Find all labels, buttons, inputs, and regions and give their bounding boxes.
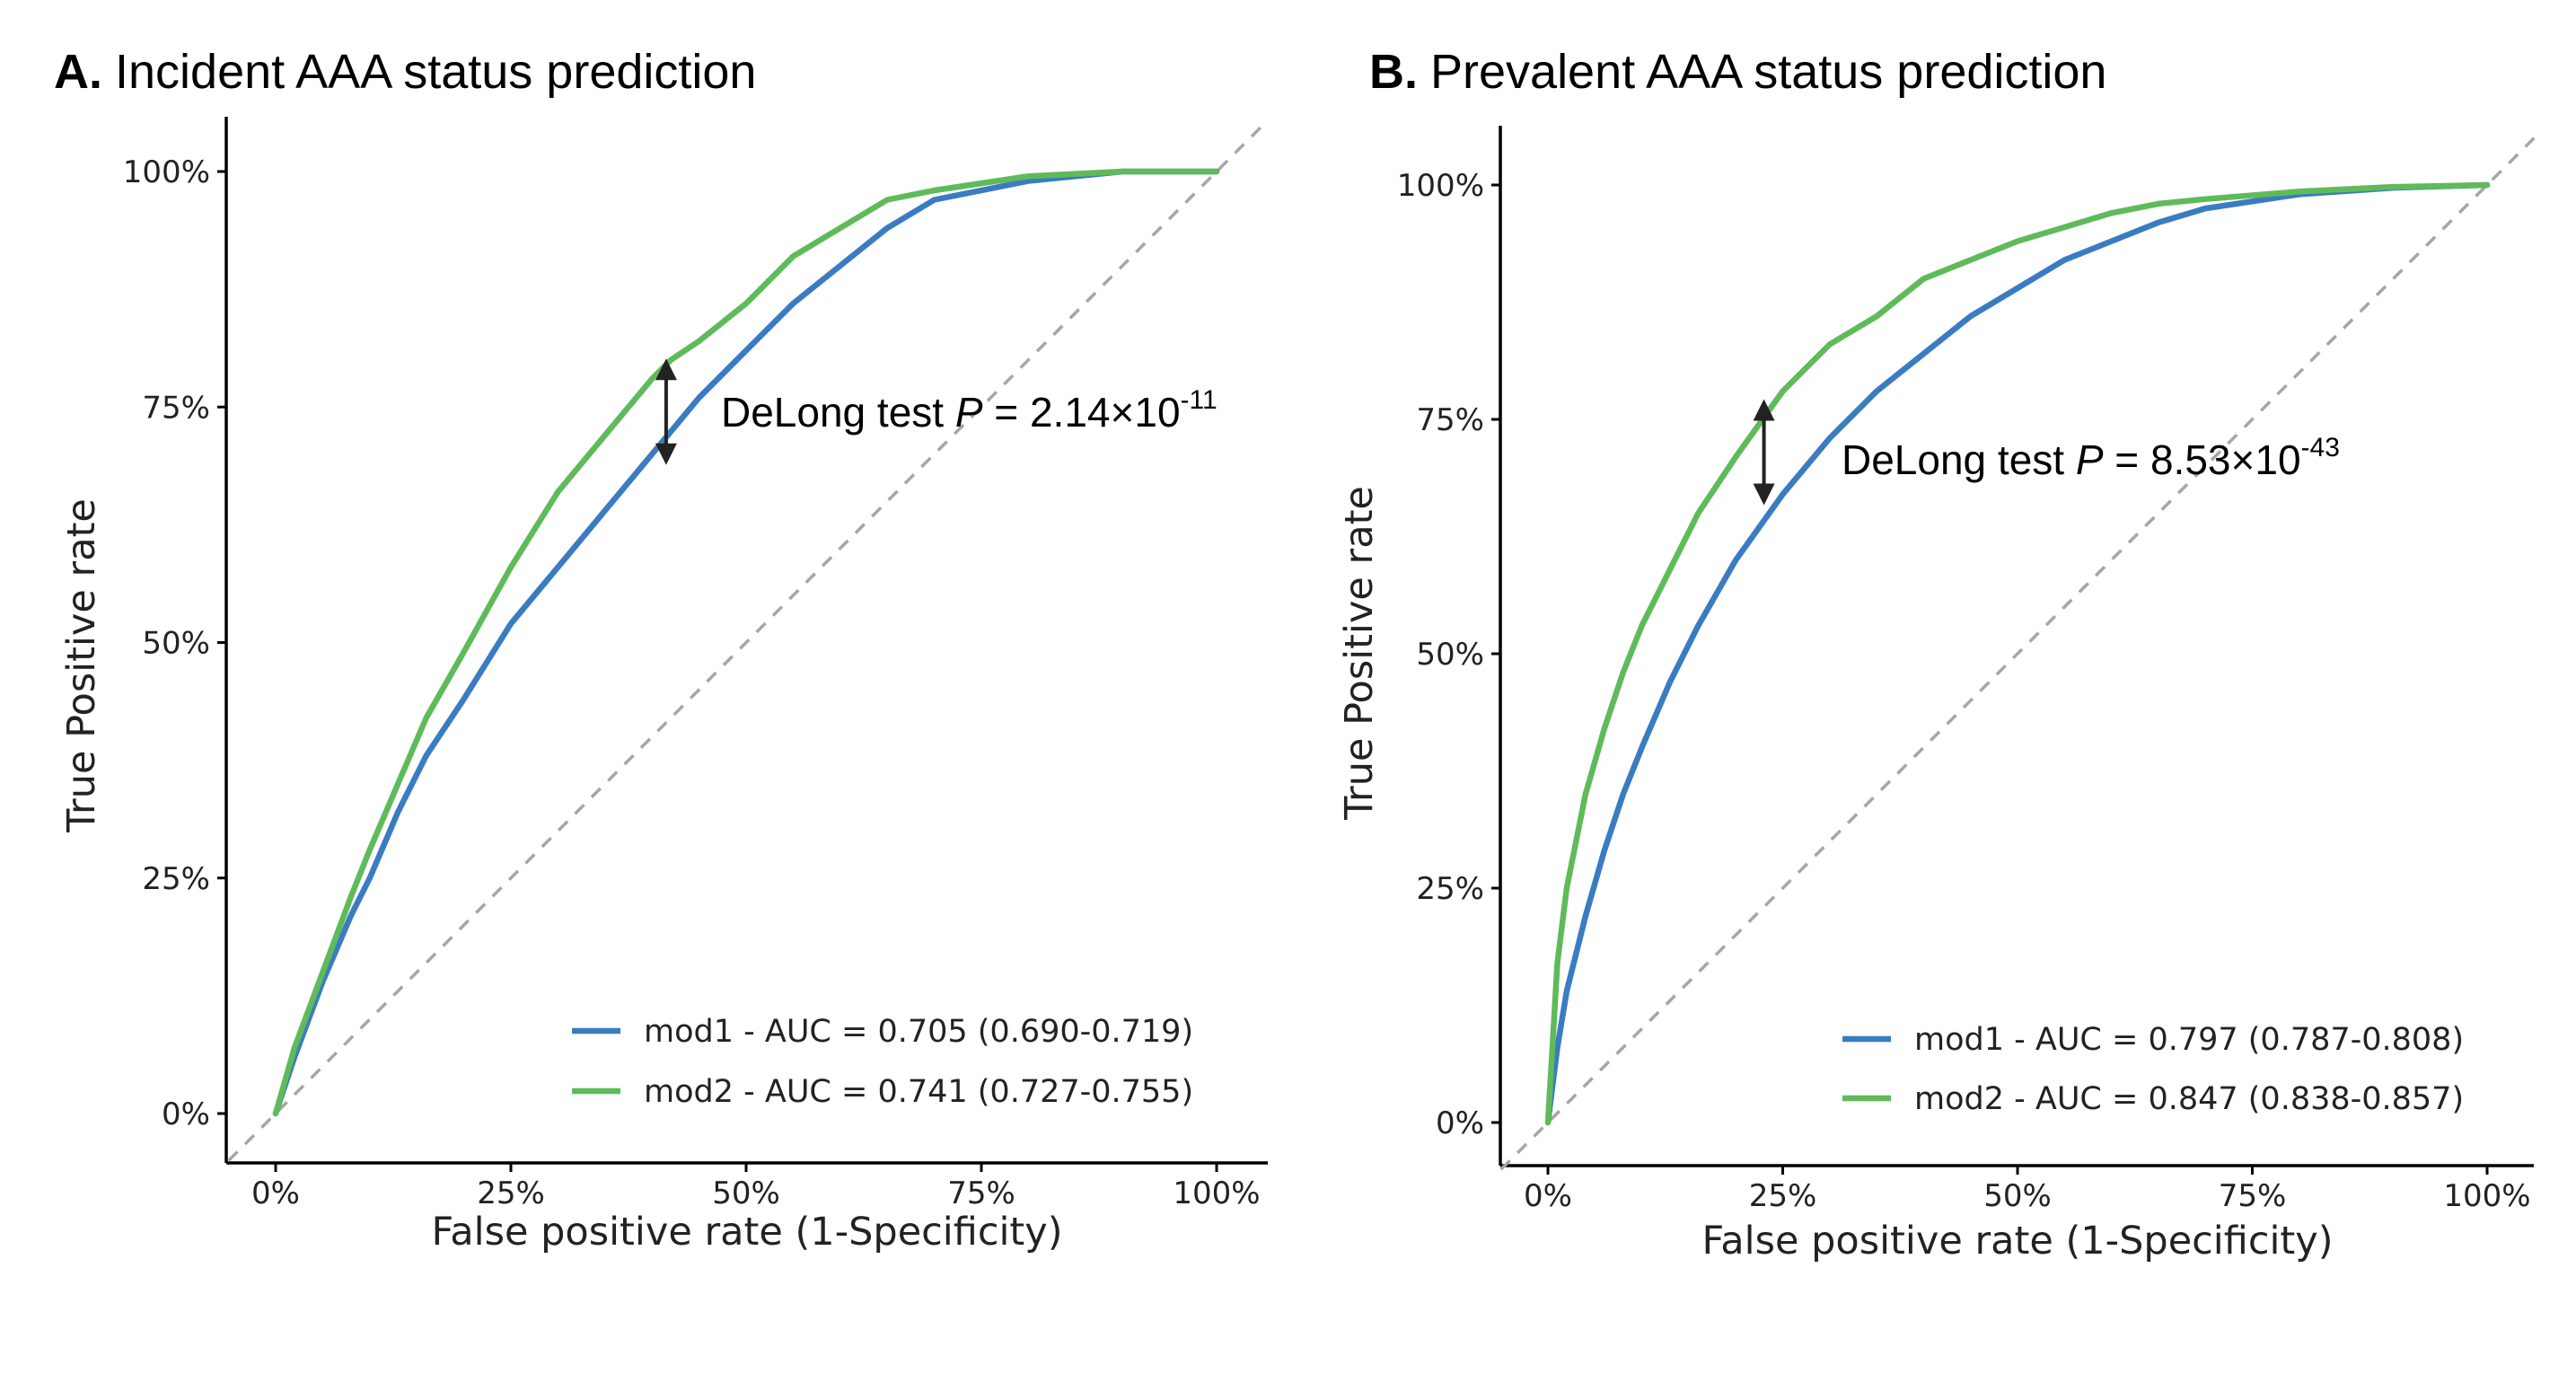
- panel-a-delong-exponent: -11: [1181, 385, 1218, 415]
- panel-a-x-axis-label: False positive rate (1-Specificity): [432, 1210, 1063, 1255]
- panel-b-y-tick-label: 25%: [1416, 871, 1484, 907]
- panel-b-legend-label-mod2: mod2 - AUC = 0.847 (0.838-0.857): [1914, 1081, 2464, 1117]
- panel-a-delong-stat: P: [955, 389, 983, 436]
- panel-a-title-text: Incident AAA status prediction: [115, 45, 756, 99]
- panel-b-legend-label-mod1: mod1 - AUC = 0.797 (0.787-0.808): [1914, 1022, 2464, 1058]
- panel-b-plot-area: 0% 0% 25% 25% 50% 50% 75% 75% 100% 100%: [1397, 126, 2536, 1214]
- panel-a-legend: mod1 - AUC = 0.705 (0.690-0.719) mod2 - A…: [572, 1014, 1193, 1110]
- panel-b-y-tick-label: 0%: [1436, 1105, 1484, 1141]
- panel-a-x-tick-label: 50%: [712, 1175, 780, 1211]
- panel-b-x-tick-label: 25%: [1749, 1178, 1817, 1214]
- panel-a-y-tick-label: 50%: [142, 626, 210, 662]
- panel-b-y-tick-label: 50%: [1416, 637, 1484, 673]
- panel-a-x-tick-label: 100%: [1173, 1175, 1260, 1211]
- panel-a-delong-annotation: DeLong test P = 2.14×10-11: [721, 385, 1218, 436]
- panel-a-title: A. Incident AAA status prediction: [54, 45, 756, 99]
- panel-a: A. Incident AAA status prediction 0% 0% 25%…: [54, 45, 1268, 1255]
- panel-a-mod1-roc-curve: [272, 168, 1220, 1117]
- panel-a-y-tick-label: 25%: [142, 861, 210, 897]
- panel-b-y-axis-label: True Positive rate: [1337, 486, 1382, 821]
- panel-a-mod2-roc-curve: [272, 168, 1220, 1117]
- panel-a-chance-diagonal: [227, 123, 1265, 1162]
- panel-a-delong-mantissa: 2.14×10: [1030, 389, 1181, 436]
- panel-b-x-tick-label: 0%: [1524, 1178, 1572, 1214]
- panel-a-letter: A.: [54, 45, 102, 99]
- panel-b-delong-equals: =: [2104, 436, 2150, 483]
- panel-a-legend-label-mod2: mod2 - AUC = 0.741 (0.727-0.755): [644, 1074, 1193, 1110]
- panel-b-mod2-roc-curve: [1544, 181, 2491, 1126]
- panel-b-y-tick-label: 100%: [1397, 168, 1484, 204]
- panel-b-delong-mantissa: 8.53×10: [2150, 436, 2301, 483]
- panel-b-title-text: Prevalent AAA status prediction: [1430, 45, 2106, 99]
- panel-a-x-tick-label: 75%: [947, 1175, 1015, 1211]
- panel-a-y-tick-label: 100%: [123, 154, 210, 190]
- panel-b-title: B. Prevalent AAA status prediction: [1369, 45, 2106, 99]
- panel-b-y-tick-label: 75%: [1416, 402, 1484, 438]
- panel-b-delong-prefix: DeLong test: [1842, 436, 2076, 483]
- panel-b-delong-stat: P: [2076, 436, 2104, 483]
- panel-b-x-tick-label: 75%: [2219, 1178, 2287, 1214]
- panel-a-plot-area: 0% 0% 25% 25% 50% 50% 75% 75% 100% 100%: [123, 117, 1268, 1211]
- panel-b-x-tick-label: 100%: [2443, 1178, 2530, 1214]
- panel-b: B. Prevalent AAA status prediction 0% 0% 25…: [1337, 45, 2536, 1264]
- panel-a-x-tick-label: 0%: [251, 1175, 300, 1211]
- panel-b-x-tick-label: 50%: [1983, 1178, 2052, 1214]
- panel-b-legend: mod1 - AUC = 0.797 (0.787-0.808) mod2 - A…: [1842, 1022, 2464, 1117]
- panel-a-y-axis-label: True Positive rate: [59, 498, 104, 833]
- panel-b-mod1-roc-curve: [1544, 181, 2491, 1126]
- panel-a-y-tick-label: 75%: [142, 390, 210, 426]
- panel-b-letter: B.: [1369, 45, 1418, 99]
- panel-a-legend-label-mod1: mod1 - AUC = 0.705 (0.690-0.719): [644, 1014, 1193, 1050]
- panel-b-chance-diagonal: [1499, 136, 2536, 1171]
- panel-b-delong-annotation: DeLong test P = 8.53×10-43: [1842, 433, 2340, 483]
- panel-a-delong-prefix: DeLong test: [721, 389, 955, 436]
- panel-a-delong-equals: =: [983, 389, 1030, 436]
- panel-a-x-tick-label: 25%: [477, 1175, 545, 1211]
- panel-b-x-axis-label: False positive rate (1-Specificity): [1702, 1219, 2334, 1264]
- panel-a-y-tick-label: 0%: [162, 1096, 210, 1132]
- panel-b-delong-exponent: -43: [2301, 433, 2340, 462]
